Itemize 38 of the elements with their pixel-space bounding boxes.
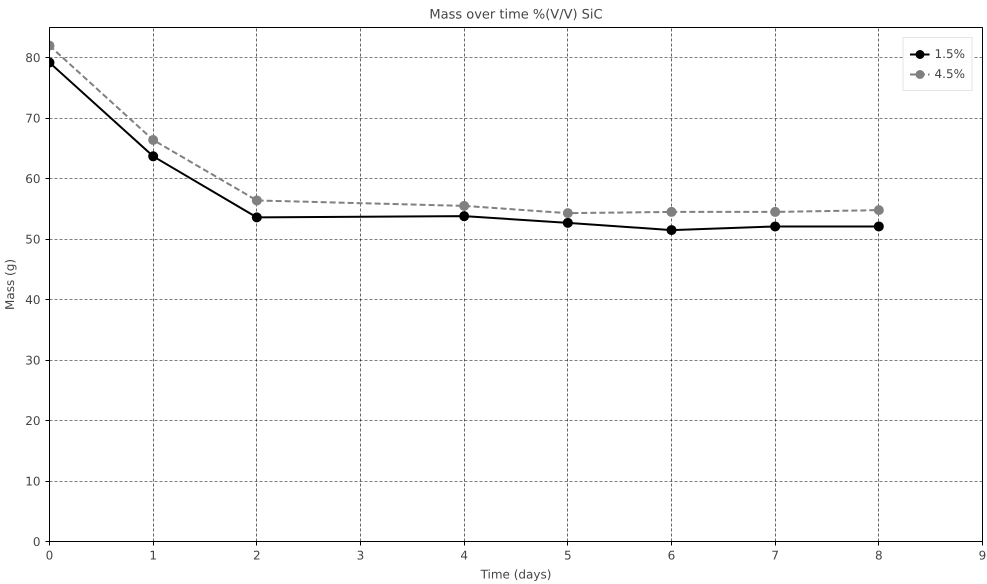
x-tick-label: 6	[668, 548, 676, 562]
x-tick-label: 2	[253, 548, 261, 562]
x-tick-label: 0	[46, 548, 54, 562]
point	[562, 218, 573, 228]
y-tick-label: 20	[25, 414, 41, 428]
x-tick-label: 4	[460, 548, 468, 562]
chart-title: Mass over time %(V/V) SiC	[429, 8, 603, 22]
y-tick-label: 80	[25, 51, 41, 66]
x-axis-title: Time (days)	[480, 568, 552, 582]
point	[770, 221, 780, 232]
point	[874, 205, 884, 216]
point	[666, 206, 676, 217]
y-tick-label: 50	[25, 232, 41, 247]
point	[459, 200, 470, 211]
point	[562, 208, 573, 218]
y-axis-title: Mass (g)	[3, 258, 18, 310]
x-tick-label: 8	[875, 548, 883, 562]
point	[874, 221, 884, 232]
y-tick-label: 0	[32, 535, 41, 549]
point	[770, 206, 780, 217]
x-tick-label: 9	[978, 548, 986, 562]
x-tick-label: 5	[564, 548, 572, 562]
y-tick-label: 70	[25, 112, 41, 126]
y-tick-label: 60	[25, 172, 41, 186]
point	[252, 195, 262, 206]
legend-label: 4.5%	[934, 67, 965, 81]
x-tick-label: 3	[356, 548, 364, 562]
point	[148, 151, 158, 162]
y-tick-label: 30	[25, 354, 41, 368]
y-tick-label: 40	[25, 293, 41, 308]
point	[666, 225, 676, 236]
x-tick-label: 1	[149, 548, 157, 562]
point	[459, 211, 470, 222]
point	[252, 212, 262, 222]
legend-label: 1.5%	[934, 47, 965, 61]
point	[148, 134, 158, 145]
y-tick-label: 10	[25, 474, 41, 489]
x-tick-label: 7	[771, 548, 779, 562]
